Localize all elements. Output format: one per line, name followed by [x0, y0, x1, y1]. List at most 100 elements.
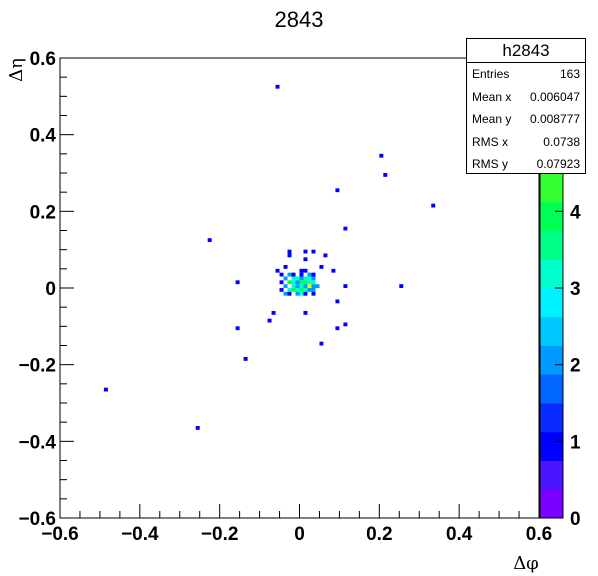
x-tick-label: 0: [294, 524, 305, 545]
heatmap-cell: [303, 268, 308, 273]
y-axis: −0.6 −0.4 −0.2 0 0.2 0.4 0.6: [18, 49, 74, 530]
y-tick-label: 0: [45, 279, 56, 300]
heatmap-cell: [343, 322, 348, 327]
heatmap-cell: [271, 311, 276, 315]
palette-swatch: [540, 230, 563, 260]
heatmap-cell: [287, 272, 292, 277]
heatmap-cell: [287, 253, 292, 258]
heatmap-cell: [311, 280, 316, 285]
heatmap-cell: [299, 288, 304, 292]
heatmap-cell: [303, 280, 308, 285]
palette-swatch: [540, 345, 563, 375]
heatmap-cell: [291, 280, 296, 285]
x-axis: −0.6 −0.4 −0.2 0 0.2 0.4 0.6: [41, 504, 552, 545]
heatmap-cell: [343, 284, 348, 288]
heatmap-cell: [283, 276, 288, 281]
heatmap-cell: [287, 291, 292, 296]
heatmap-cell: [303, 249, 308, 254]
heatmap-cell: [303, 284, 308, 288]
heatmap-cell: [287, 288, 292, 292]
heatmap-cell: [335, 326, 340, 331]
heatmap-cell: [307, 280, 312, 285]
heatmap-cell: [303, 276, 308, 281]
heatmap-cell: [299, 268, 304, 273]
stats-row-rms-x: RMS x 0.0738: [467, 131, 585, 154]
heatmap-cell: [299, 280, 304, 285]
heatmap-cell: [287, 249, 292, 254]
x-tick-label: −0.6: [41, 524, 79, 545]
heatmap-cell: [279, 272, 284, 277]
z-tick-label: 0: [570, 509, 581, 530]
heatmap-cell: [399, 284, 404, 288]
palette-swatch: [540, 374, 563, 404]
x-axis-label: Δφ: [513, 553, 539, 574]
heatmap-cell: [275, 268, 280, 273]
heatmap-cell: [291, 272, 296, 277]
heatmap-cell: [307, 272, 312, 277]
palette-swatch: [540, 403, 563, 433]
y-tick-label: −0.4: [18, 432, 56, 453]
y-tick-label: 0.4: [30, 126, 57, 147]
z-tick-label: 4: [570, 202, 581, 223]
y-tick-label: −0.6: [18, 509, 56, 530]
heatmap-cell: [295, 276, 300, 281]
x-tick-label: 0.2: [366, 524, 392, 545]
heatmap-cell: [235, 280, 240, 285]
y-tick-label: −0.2: [18, 356, 56, 377]
heatmap-cell: [379, 153, 384, 158]
heatmap-cell: [283, 284, 288, 288]
heatmap-cell: [335, 188, 340, 193]
x-tick-label: −0.2: [201, 524, 239, 545]
heatmap-cell: [279, 280, 284, 285]
heatmap-cell: [299, 284, 304, 288]
heatmap-cell: [383, 173, 388, 177]
heatmap-cell: [299, 291, 304, 296]
heatmap-cell: [243, 357, 248, 361]
heatmap-cell: [283, 291, 288, 296]
heatmap-cell: [307, 276, 312, 281]
heatmap-cell: [295, 291, 300, 296]
y-tick-label: 0.6: [30, 49, 56, 70]
palette-swatch: [540, 288, 563, 318]
stats-row-mean-y: Mean y 0.008777: [467, 108, 585, 131]
stats-row-entries: Entries 163: [467, 63, 585, 86]
heatmap-cell: [291, 276, 296, 281]
heatmap-cell: [307, 284, 312, 288]
heatmap-cell: [343, 226, 348, 231]
heatmap-cell: [307, 288, 312, 292]
palette-swatch: [540, 259, 563, 289]
heatmap-cell: [295, 284, 300, 288]
palette-swatch: [540, 460, 563, 490]
z-tick-label: 2: [570, 356, 581, 377]
heatmap-cell: [331, 268, 336, 273]
palette-swatch: [540, 489, 563, 519]
stats-value: 163: [559, 67, 580, 81]
heatmap-cell: [319, 341, 324, 346]
stats-title: h2843: [467, 39, 585, 63]
heatmap-cell: [195, 426, 200, 430]
palette-swatch: [540, 316, 563, 346]
z-tick-label: 1: [570, 432, 581, 453]
stats-label: RMS y: [472, 157, 508, 172]
heatmap-cell: [275, 84, 280, 89]
stats-box: h2843 Entries 163 Mean x 0.006047 Mean y…: [466, 38, 586, 174]
heatmap-cell: [335, 299, 340, 304]
stats-label: RMS x: [472, 134, 508, 149]
heatmap-cell: [295, 280, 300, 285]
stats-value: 0.07923: [536, 157, 580, 172]
x-tick-label: 0.6: [526, 524, 552, 545]
heatmap-cell: [431, 203, 436, 208]
heatmap-cell: [303, 311, 308, 315]
stats-label: Entries: [472, 67, 510, 81]
palette-swatch: [540, 173, 563, 203]
palette-swatch: [540, 431, 563, 461]
heatmap-cell: [283, 265, 288, 269]
heatmap-cell: [295, 288, 300, 292]
heatmap-cell: [299, 276, 304, 281]
stats-label: Mean y: [472, 112, 512, 127]
heatmap-cell: [235, 326, 240, 331]
stats-value: 0.0738: [543, 134, 580, 149]
heatmap-cell: [315, 284, 320, 288]
x-tick-label: −0.4: [121, 524, 159, 545]
heatmap-cell: [303, 288, 308, 292]
